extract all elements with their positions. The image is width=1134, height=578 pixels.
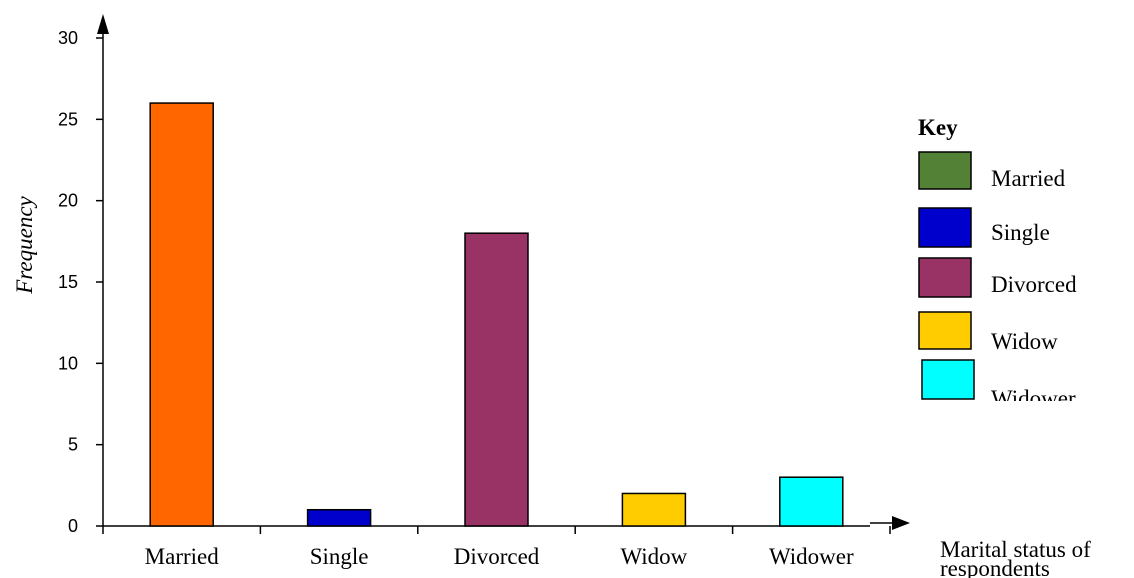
legend-swatch-widow (918, 311, 972, 350)
x-category-label: Widower (769, 544, 854, 569)
x-category-label: Widow (621, 544, 688, 569)
legend-label-single: Single (991, 220, 1050, 245)
x-axis-title-line-1: Marital status of (940, 537, 1091, 562)
bars (149, 102, 844, 527)
bar-widower (779, 476, 844, 527)
legend-swatch-single (918, 207, 972, 248)
y-axis-title: Frequency (12, 195, 37, 294)
legend-label-widow: Widow (991, 329, 1058, 354)
y-axis-arrowhead (97, 14, 109, 34)
y-tick-label: 0 (68, 516, 78, 536)
x-category-label: Single (310, 544, 369, 569)
legend-swatch-married (918, 151, 972, 190)
y-tick-label: 30 (58, 28, 78, 48)
legend-label-married: Married (991, 166, 1066, 191)
bar-married (149, 102, 214, 527)
y-ticks: 0 5 10 15 20 25 30 (58, 28, 103, 536)
legend-swatch-widower (921, 359, 975, 400)
legend-label-divorced: Divorced (991, 272, 1077, 297)
legend-title: Key (918, 115, 958, 140)
category-labels: Married Single Divorced Widow Widower (145, 544, 854, 569)
legend-swatch-divorced (918, 257, 972, 298)
x-category-label: Divorced (454, 544, 540, 569)
x-category-label: Married (145, 544, 220, 569)
x-axis-title-line-2: respondents (940, 556, 1050, 578)
y-tick-label: 5 (68, 435, 78, 455)
y-tick-label: 20 (58, 191, 78, 211)
legend-clip-mask (905, 401, 1134, 431)
x-axis-title: Marital status of respondents (940, 537, 1097, 578)
y-tick-label: 15 (58, 272, 78, 292)
bar-divorced (464, 232, 529, 527)
bar-widow (621, 492, 687, 527)
y-tick-label: 10 (58, 353, 78, 373)
x-ticks (102, 526, 891, 534)
y-tick-label: 25 (58, 109, 78, 129)
bar-single (306, 508, 372, 527)
x-axis-arrowhead (892, 516, 910, 530)
